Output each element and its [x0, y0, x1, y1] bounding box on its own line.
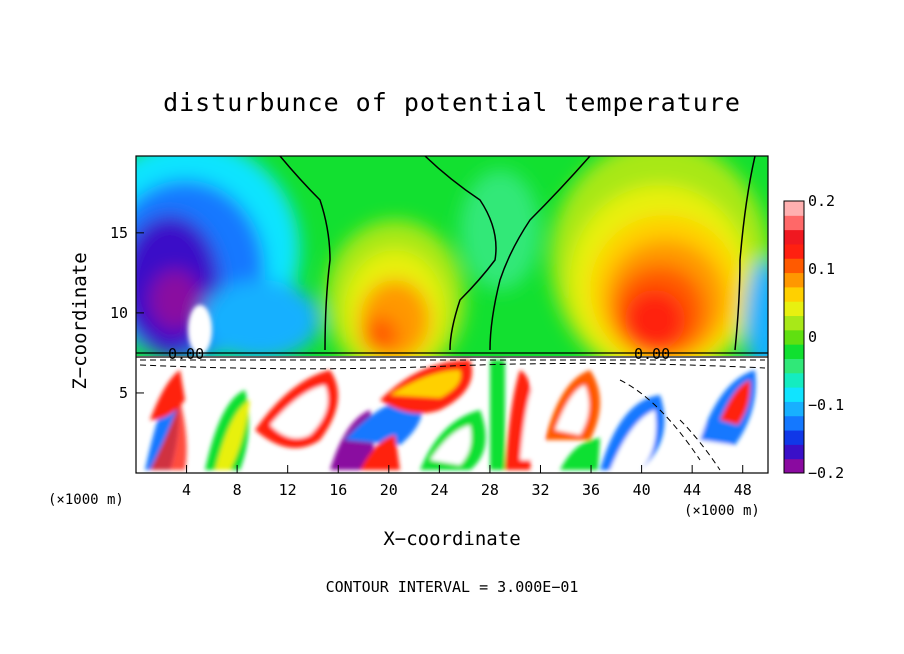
colorbar-swatch — [784, 415, 804, 431]
colorbar-swatch — [784, 401, 804, 417]
colorbar-swatch — [784, 372, 804, 388]
colorbar-tick-label: 0 — [808, 328, 817, 346]
contour-interval-note: CONTOUR INTERVAL = 3.000E−01 — [325, 578, 579, 596]
colorbar-swatch — [784, 243, 804, 259]
colorbar-swatch — [784, 258, 804, 274]
colorbar-swatch — [784, 430, 804, 445]
x-tick-label: 32 — [531, 481, 549, 499]
x-unit-right: (×1000 m) — [684, 503, 760, 519]
x-tick-label: 24 — [430, 481, 448, 499]
colorbar-swatch — [784, 458, 804, 474]
colorbar-swatch — [784, 215, 804, 231]
x-tick-label: 4 — [182, 481, 191, 499]
colorbar-tick-label: −0.1 — [808, 396, 844, 414]
x-tick-label: 40 — [633, 481, 651, 499]
colorbar-swatch — [784, 229, 804, 245]
colorbar: 0.2 0.1 0 −0.1 −0.2 — [783, 192, 844, 482]
x-tick-label: 8 — [233, 481, 242, 499]
chart-title: disturbunce of potential temperature — [163, 88, 741, 117]
colorbar-frame — [783, 200, 805, 474]
y-tick-label: 10 — [110, 304, 128, 322]
x-tick-label: 36 — [582, 481, 600, 499]
colorbar-swatch — [784, 329, 804, 345]
colorbar-tick-label: 0.2 — [808, 192, 835, 210]
colorbar-swatch — [784, 301, 804, 317]
x-tick-label: 44 — [683, 481, 701, 499]
colorbar-tick-label: 0.1 — [808, 260, 835, 278]
x-tick-label: 12 — [279, 481, 297, 499]
x-unit-left: (×1000 m) — [48, 492, 124, 508]
colorbar-swatch — [784, 272, 804, 288]
colorbar-swatch — [784, 315, 804, 331]
x-tick-label: 28 — [481, 481, 499, 499]
y-tick-label: 15 — [110, 224, 128, 242]
colorbar-swatch — [784, 286, 804, 302]
x-tick-label: 48 — [734, 481, 752, 499]
colorbar-swatch — [784, 387, 804, 402]
field-image — [136, 156, 768, 473]
colorbar-swatch — [784, 444, 804, 460]
colorbar-swatch — [784, 358, 804, 374]
colorbar-swatch — [784, 344, 804, 359]
y-tick-label: 5 — [119, 384, 128, 402]
contour-label: 0.00 — [168, 345, 204, 363]
x-axis-label: X−coordinate — [383, 528, 521, 550]
contour-label: 0.00 — [634, 345, 670, 363]
x-axis: 4 8 12 16 20 24 28 32 36 40 44 48 — [182, 465, 752, 499]
plot-frame — [135, 155, 769, 474]
y-axis: 5 10 15 — [110, 224, 144, 402]
colorbar-swatch — [784, 201, 804, 216]
x-tick-label: 20 — [380, 481, 398, 499]
x-tick-label: 16 — [329, 481, 347, 499]
colorbar-tick-label: −0.2 — [808, 464, 844, 482]
